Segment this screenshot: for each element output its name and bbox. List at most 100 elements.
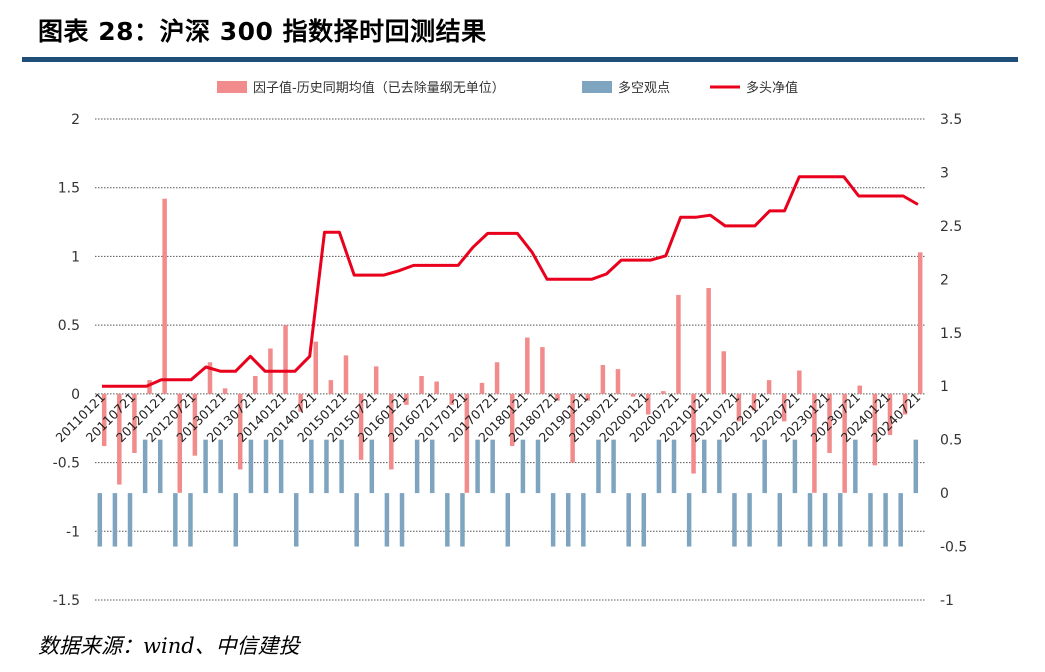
left-tick-label: 2 xyxy=(71,112,80,128)
source-note: 数据来源：wind、中信建投 xyxy=(38,634,300,658)
position-bar xyxy=(596,439,601,494)
right-tick-label: 1.5 xyxy=(940,326,962,342)
legend-swatch-factor xyxy=(217,81,247,93)
factor-bar xyxy=(207,362,213,394)
factor-bar xyxy=(570,393,575,463)
position-bar xyxy=(445,493,450,547)
position-bar xyxy=(157,439,163,494)
left-axis: 2 1.5 1 0.5 0 -0.5 -1 -1.5 xyxy=(53,112,80,609)
position-bar xyxy=(475,439,480,494)
factor-bar xyxy=(857,385,863,394)
legend-label-position: 多空观点 xyxy=(618,80,670,96)
position-bar xyxy=(777,493,783,547)
factor-bar xyxy=(706,288,711,394)
factor-bar xyxy=(645,393,651,415)
factor-bar xyxy=(827,393,832,453)
factor-bar xyxy=(630,393,636,397)
position-bar xyxy=(490,439,495,494)
position-bar xyxy=(762,439,767,494)
factor-bar xyxy=(585,393,591,401)
factor-bar xyxy=(313,341,319,394)
legend-label-factor: 因子值-历史同期均值（已去除量纲无单位） xyxy=(253,80,505,96)
position-bar xyxy=(414,439,420,494)
factor-bar xyxy=(464,393,470,493)
position-bar xyxy=(127,493,133,547)
factor-bars xyxy=(101,198,923,493)
position-bar xyxy=(550,493,556,547)
position-bar xyxy=(354,493,359,547)
factor-bar xyxy=(766,380,772,394)
factor-bar xyxy=(736,393,742,422)
position-bar xyxy=(853,439,858,494)
position-bar xyxy=(611,439,616,494)
chart-title: 图表 28：沪深 300 指数择时回测结果 xyxy=(38,17,487,46)
factor-bar xyxy=(917,252,923,394)
factor-bar xyxy=(237,393,243,470)
position-bar xyxy=(429,439,435,494)
factor-bar xyxy=(676,294,681,394)
factor-bar xyxy=(797,370,802,394)
position-bar xyxy=(97,493,103,547)
factor-bar xyxy=(751,393,757,411)
factor-bar xyxy=(404,393,409,405)
factor-bar xyxy=(222,388,228,394)
left-tick-label: -1.5 xyxy=(53,593,80,609)
position-bar xyxy=(278,439,284,494)
position-bar xyxy=(188,493,193,547)
factor-bar xyxy=(812,393,817,493)
factor-bar xyxy=(283,325,288,394)
factor-bar xyxy=(162,198,167,394)
position-bar xyxy=(218,439,223,494)
position-bar xyxy=(565,493,571,547)
factor-bar xyxy=(389,393,394,470)
position-bar xyxy=(656,439,662,494)
nav-series-line xyxy=(102,175,919,388)
position-bar xyxy=(248,439,254,494)
right-axis: 3.5 3 2.5 2 1.5 1 0.5 0 -0.5 -1 xyxy=(940,112,967,609)
position-bar xyxy=(747,493,752,547)
position-bar xyxy=(173,493,178,547)
factor-bar xyxy=(343,355,349,394)
position-bar xyxy=(505,493,511,547)
position-bar xyxy=(324,439,329,494)
position-bar xyxy=(460,493,465,547)
factor-bar xyxy=(540,347,545,394)
position-bar xyxy=(339,439,344,494)
position-bar xyxy=(626,493,631,547)
position-bar xyxy=(732,493,737,547)
factor-bar xyxy=(600,364,606,394)
factor-bar xyxy=(358,393,364,460)
position-bar xyxy=(898,493,903,547)
legend-label-nav: 多头净值 xyxy=(746,80,798,96)
factor-bar xyxy=(298,393,303,412)
position-bar xyxy=(641,493,647,547)
position-bar xyxy=(837,493,843,547)
factor-bar xyxy=(615,369,621,394)
right-tick-label: 2.5 xyxy=(940,219,962,235)
right-tick-label: 1 xyxy=(940,379,949,395)
factor-bar xyxy=(509,393,515,447)
position-bars xyxy=(97,439,919,547)
position-bar xyxy=(203,439,208,494)
factor-bar xyxy=(373,366,379,394)
right-tick-label: -0.5 xyxy=(940,540,967,556)
factor-bar xyxy=(721,351,727,394)
factor-bar xyxy=(147,380,152,394)
position-bar xyxy=(792,439,798,494)
position-bar xyxy=(686,493,692,547)
factor-bar xyxy=(887,393,893,436)
position-bar xyxy=(233,493,239,547)
right-tick-label: 3.5 xyxy=(940,112,962,128)
factor-bar xyxy=(525,337,530,394)
nav-line xyxy=(102,175,919,388)
right-tick-label: 2 xyxy=(940,272,949,288)
factor-bar xyxy=(691,393,696,474)
legend-swatch-position xyxy=(582,81,612,93)
factor-bar xyxy=(494,362,500,394)
factor-bar xyxy=(555,393,560,401)
position-bar xyxy=(807,493,813,547)
factor-bar xyxy=(902,393,908,415)
left-tick-label: -0.5 xyxy=(53,456,80,472)
factor-bar xyxy=(479,382,485,394)
legend: 因子值-历史同期均值（已去除量纲无单位） 多空观点 多头净值 xyxy=(217,80,798,96)
